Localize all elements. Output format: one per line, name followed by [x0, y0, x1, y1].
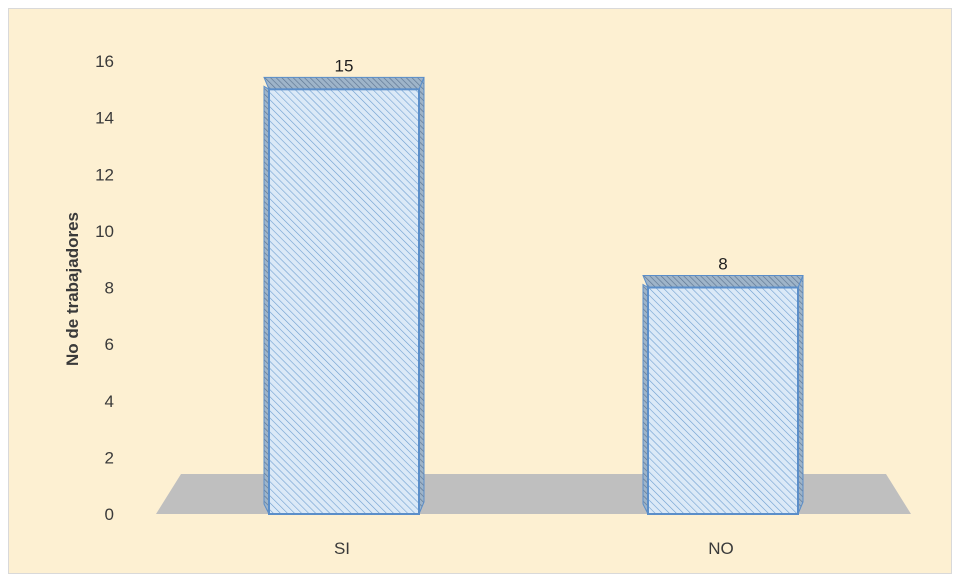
bar-no: 8	[642, 255, 804, 515]
y-tick-label: 2	[105, 448, 114, 467]
bar-top	[642, 275, 804, 288]
bar-chart: 0 2 4 6 8 10 12 14 16 15 8 SI NO No de trabajadore…	[63, 52, 911, 558]
y-tick-label: 8	[105, 279, 114, 298]
chart-frame: 0 2 4 6 8 10 12 14 16 15 8 SI NO No de trabajadore…	[8, 8, 952, 574]
x-tick-label: SI	[334, 539, 350, 558]
y-tick-label: 14	[95, 109, 114, 128]
data-label: 8	[718, 255, 727, 274]
y-tick-label: 10	[95, 222, 114, 241]
y-tick-label: 4	[105, 392, 114, 411]
y-tick-label: 0	[105, 505, 114, 524]
bars: 15 8	[263, 56, 804, 515]
y-tick-label: 6	[105, 335, 114, 354]
bar-top	[263, 76, 425, 90]
y-axis-label: No de trabajadores	[63, 212, 82, 366]
bar-front	[647, 286, 799, 515]
data-label: 15	[335, 56, 354, 75]
x-tick-label: NO	[708, 539, 734, 558]
x-axis-labels: SI NO	[334, 539, 734, 558]
y-tick-label: 16	[95, 52, 114, 71]
bar-si: 15	[263, 56, 425, 515]
y-tick-label: 12	[95, 165, 114, 184]
bar-front	[268, 88, 420, 515]
y-axis-ticks: 0 2 4 6 8 10 12 14 16	[95, 52, 114, 524]
